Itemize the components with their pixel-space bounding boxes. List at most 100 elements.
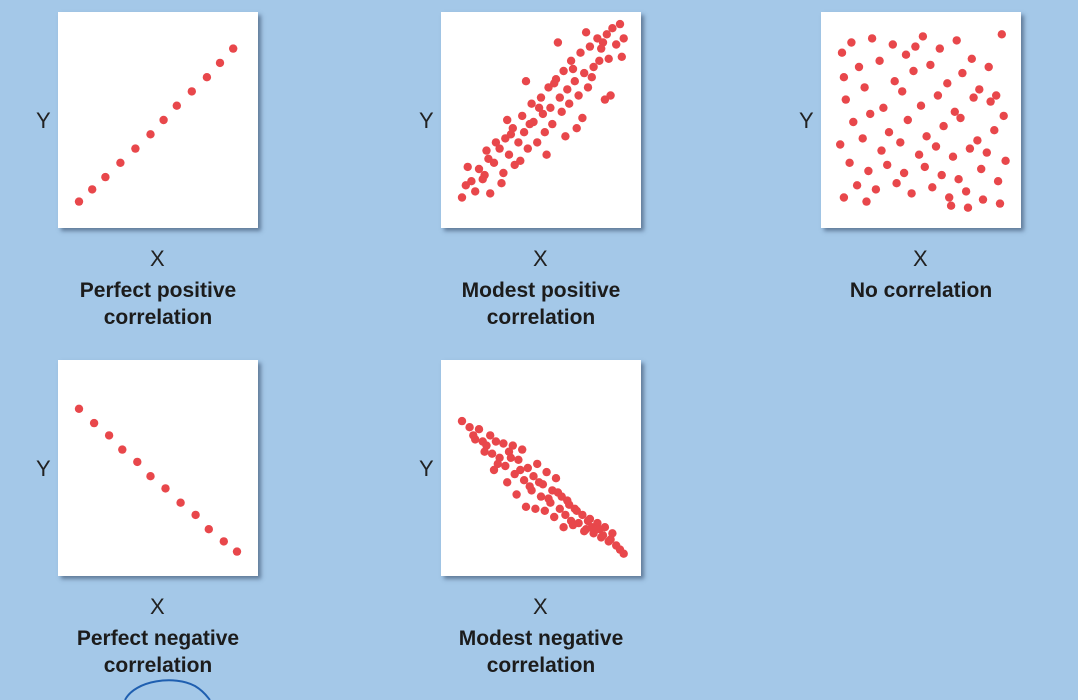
plot-area [58, 360, 258, 576]
chart-caption: Modest negative correlation [421, 625, 661, 679]
data-point [512, 490, 521, 499]
data-point [950, 107, 959, 117]
data-point [954, 175, 963, 184]
chart-no-correlation: Y X No correlation [721, 0, 1021, 340]
data-point [849, 117, 858, 127]
data-point [497, 179, 506, 188]
data-point [555, 93, 564, 102]
data-point [518, 111, 527, 121]
data-point [521, 77, 531, 86]
data-point [525, 119, 534, 129]
data-point [568, 520, 578, 530]
data-point [506, 453, 516, 462]
data-point [533, 138, 542, 147]
data-point [969, 93, 978, 102]
data-point [525, 482, 534, 491]
data-point [602, 30, 611, 39]
data-point [527, 99, 536, 108]
scatter-svg [836, 30, 1010, 212]
data-point [518, 445, 527, 454]
data-point [544, 494, 553, 503]
data-point [495, 144, 504, 153]
data-point [943, 79, 952, 88]
data-point [600, 95, 610, 104]
data-point [471, 187, 480, 196]
data-point [563, 496, 572, 505]
data-point [478, 175, 487, 184]
data-point [901, 50, 911, 59]
data-point [975, 85, 984, 94]
data-point [858, 134, 867, 143]
data-point [963, 203, 973, 212]
data-point [172, 101, 181, 110]
data-point [999, 111, 1008, 121]
data-point [585, 42, 595, 51]
chart-caption: Perfect negative correlation [38, 625, 278, 679]
data-point [956, 113, 965, 123]
data-point [463, 162, 472, 172]
data-point [866, 109, 875, 119]
data-point [491, 138, 501, 147]
data-point [939, 121, 948, 131]
data-point [215, 58, 225, 68]
data-point [482, 146, 491, 155]
chart-caption: No correlation [801, 277, 1041, 304]
data-point [546, 103, 555, 113]
data-point [529, 472, 538, 481]
data-point [489, 158, 499, 167]
plot-area [821, 12, 1021, 228]
data-point [489, 465, 499, 475]
data-point [465, 423, 474, 432]
data-point [548, 119, 557, 129]
data-point [888, 40, 897, 49]
data-point [557, 107, 566, 117]
data-point [854, 62, 864, 72]
data-point [506, 130, 516, 139]
data-point [841, 95, 850, 104]
data-point [550, 79, 559, 88]
data-point [508, 441, 517, 450]
data-point [965, 144, 975, 153]
data-point [615, 19, 625, 29]
x-axis-label: X [913, 246, 928, 271]
data-point [935, 44, 944, 53]
data-point [542, 467, 551, 477]
data-point [523, 463, 532, 473]
data-point [839, 193, 849, 202]
data-point [116, 158, 125, 167]
data-point [961, 187, 971, 196]
data-point [572, 124, 581, 133]
data-point [563, 85, 572, 94]
data-point [911, 42, 920, 51]
caption-line: correlation [486, 654, 596, 677]
data-point [89, 418, 99, 428]
data-point [864, 166, 873, 176]
data-point [519, 476, 529, 485]
data-point [875, 56, 884, 65]
caption-line: No correlation [849, 279, 993, 302]
y-axis-label: Y [36, 108, 51, 133]
data-point [589, 62, 598, 72]
y-axis-label: Y [36, 456, 51, 481]
data-point [903, 115, 912, 125]
data-point [487, 449, 497, 458]
data-point [471, 435, 480, 444]
data-point [499, 439, 508, 448]
data-point [553, 38, 563, 47]
plot-area [58, 12, 258, 228]
data-point [553, 488, 563, 497]
data-point [922, 132, 931, 141]
chart-caption: Modest positive correlation [421, 277, 661, 331]
data-point [161, 484, 170, 493]
data-point [1001, 156, 1010, 165]
data-point [995, 199, 1005, 208]
data-point [191, 510, 200, 520]
data-point [561, 510, 570, 520]
data-point [896, 138, 905, 147]
data-point [486, 189, 495, 198]
data-point [531, 504, 540, 513]
x-axis-label: X [150, 594, 165, 619]
data-point [907, 189, 916, 198]
data-point [146, 472, 155, 481]
data-point [978, 195, 988, 204]
